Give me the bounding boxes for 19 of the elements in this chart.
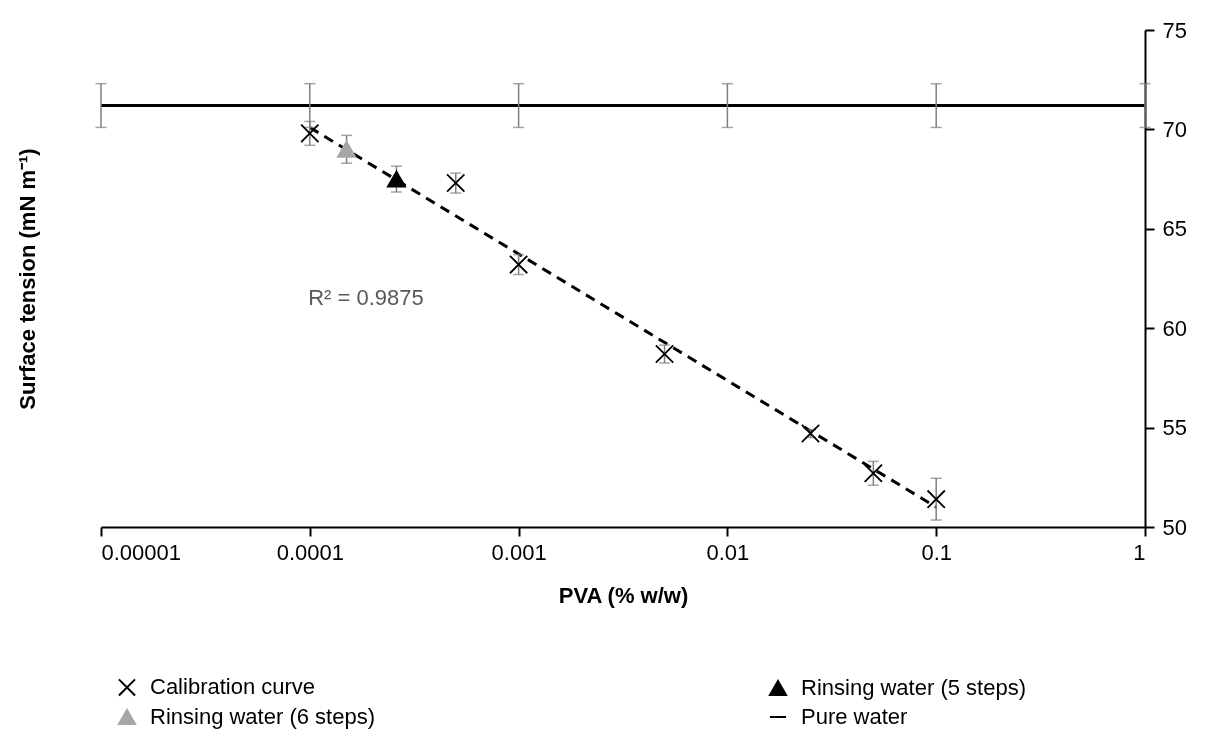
x-axis-title: PVA (% w/w) <box>558 582 689 608</box>
x-tick-label: 1 <box>1133 539 1146 565</box>
x-tick-label: 0.0001 <box>276 539 344 565</box>
y-tick-label: 50 <box>1162 514 1187 540</box>
annotation: R² = 0.9875 <box>308 285 424 310</box>
x-tick-label: 0.00001 <box>101 539 182 565</box>
y-axis-title: Surface tension (mN m⁻¹) <box>14 148 40 410</box>
x-tick-label: 0.1 <box>921 539 952 565</box>
legend-label: Pure water <box>801 704 908 729</box>
legend-label: Rinsing water (6 steps) <box>150 704 375 729</box>
y-tick-label: 55 <box>1162 415 1187 441</box>
y-tick-label: 75 <box>1162 17 1187 43</box>
y-tick-label: 60 <box>1162 315 1187 341</box>
y-tick-label: 65 <box>1162 216 1187 242</box>
legend-label: Calibration curve <box>150 674 316 700</box>
x-tick-label: 0.001 <box>491 539 547 565</box>
y-tick-label: 70 <box>1162 116 1187 142</box>
x-tick-label: 0.01 <box>706 539 750 565</box>
legend-label: Rinsing water (5 steps) <box>801 675 1026 700</box>
